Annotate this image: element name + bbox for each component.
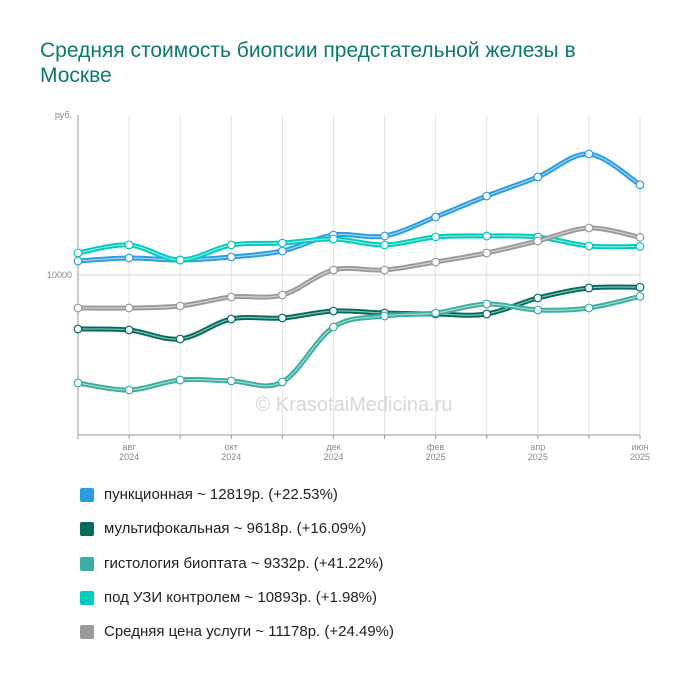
data-point [124, 385, 134, 395]
legend-swatch [80, 522, 94, 537]
data-point [73, 248, 83, 258]
data-point [226, 292, 236, 302]
x-tick-label: фев 2025 [425, 442, 446, 462]
data-point [329, 234, 338, 244]
data-point [277, 377, 287, 387]
data-point [380, 311, 389, 321]
data-point [635, 282, 645, 292]
data-point [226, 376, 236, 386]
data-point [73, 256, 83, 266]
data-point [431, 212, 441, 222]
x-tick-label: авг 2024 [119, 442, 140, 462]
data-point [533, 236, 543, 246]
legend-label: пункционная ~ 12819р. (+22.53%) [104, 486, 338, 503]
x-tick-label: дек 2024 [323, 442, 344, 462]
data-point [635, 232, 645, 242]
data-point [277, 246, 287, 256]
data-point [533, 305, 543, 315]
y-axis-label: руб. [55, 110, 72, 120]
data-point [175, 334, 185, 344]
x-tick-label: апр 2025 [527, 442, 548, 462]
data-point [584, 241, 594, 251]
data-point [584, 223, 594, 233]
data-point [431, 308, 441, 318]
data-point [226, 240, 236, 250]
legend-label: мультифокальная ~ 9618р. (+16.09%) [104, 520, 367, 538]
data-point [533, 293, 543, 303]
data-point [124, 303, 134, 313]
data-point [124, 325, 134, 335]
data-point [482, 231, 492, 241]
legend-label: гистология биоптата ~ 9332р. (+41.22%) [104, 554, 384, 572]
data-point [482, 191, 492, 201]
data-point [277, 238, 287, 248]
data-point [329, 306, 338, 316]
data-point [482, 299, 492, 309]
data-point [124, 240, 134, 250]
data-point [175, 375, 185, 385]
data-point [482, 309, 492, 319]
y-tick-label: 10000 [47, 270, 72, 280]
series-line [75, 151, 643, 264]
data-point [584, 283, 594, 293]
data-point [431, 232, 441, 242]
data-point [277, 290, 287, 300]
data-point [635, 291, 645, 301]
data-point [431, 257, 441, 267]
legend-swatch [80, 625, 94, 640]
x-tick-label: окт 2024 [221, 442, 242, 462]
data-point [380, 265, 389, 275]
legend-label: под УЗИ контролем ~ 10893р. (+1.98%) [104, 588, 378, 606]
data-point [175, 255, 185, 265]
data-point [482, 248, 492, 258]
data-point [73, 378, 83, 388]
data-point [635, 180, 645, 190]
chart-title: Средняя стоимость биопсии предстательной… [40, 39, 576, 87]
data-point [329, 322, 338, 332]
series-line-highlight [77, 235, 641, 261]
data-point [226, 314, 236, 324]
data-point [584, 303, 594, 313]
legend-swatch [80, 590, 94, 605]
data-point [533, 172, 543, 182]
legend-swatch [80, 556, 94, 571]
data-point [584, 149, 594, 159]
data-point [124, 253, 134, 263]
series-line [75, 284, 643, 342]
data-point [73, 303, 83, 313]
legend-label: Средняя цена услуги ~ 11178р. (+24.49%) [104, 623, 395, 641]
legend-swatch [80, 488, 94, 502]
watermark: © KrasotaiMedicina.ru [255, 394, 452, 416]
data-point [329, 265, 338, 275]
data-point [380, 231, 389, 241]
data-point [380, 240, 389, 250]
data-point [73, 324, 83, 334]
data-point [175, 301, 185, 311]
data-point [226, 252, 236, 262]
x-tick-label: июн 2025 [629, 442, 651, 462]
data-point [635, 242, 645, 251]
data-point [277, 313, 287, 323]
